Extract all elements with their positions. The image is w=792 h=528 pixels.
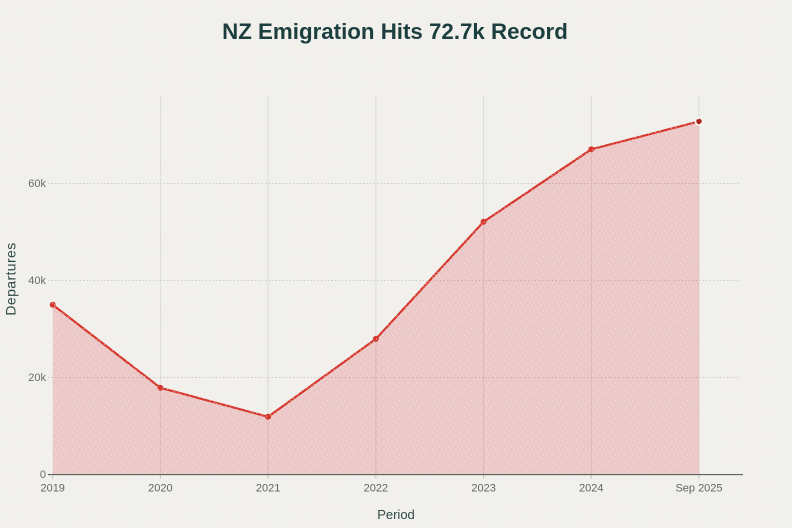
svg-text:2022: 2022 <box>364 483 388 495</box>
svg-text:2021: 2021 <box>256 483 280 495</box>
svg-text:2020: 2020 <box>148 483 172 495</box>
svg-text:40k: 40k <box>28 275 46 287</box>
svg-text:60k: 60k <box>28 178 46 190</box>
svg-text:2024: 2024 <box>579 483 603 495</box>
svg-text:0: 0 <box>40 469 46 481</box>
svg-text:2019: 2019 <box>40 483 64 495</box>
svg-text:20k: 20k <box>28 372 46 384</box>
svg-text:2023: 2023 <box>471 483 495 495</box>
svg-text:Departures: Departures <box>3 242 19 315</box>
svg-text:Period: Period <box>377 507 415 522</box>
svg-text:NZ Emigration Hits 72.7k Recor: NZ Emigration Hits 72.7k Record <box>222 19 568 44</box>
svg-text:Sep 2025: Sep 2025 <box>675 483 722 495</box>
